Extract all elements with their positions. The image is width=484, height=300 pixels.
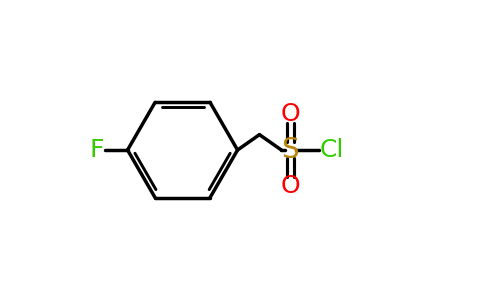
Text: O: O [280,102,300,126]
Text: S: S [282,136,299,164]
Text: O: O [280,174,300,198]
Text: F: F [89,138,104,162]
Text: Cl: Cl [320,138,345,162]
